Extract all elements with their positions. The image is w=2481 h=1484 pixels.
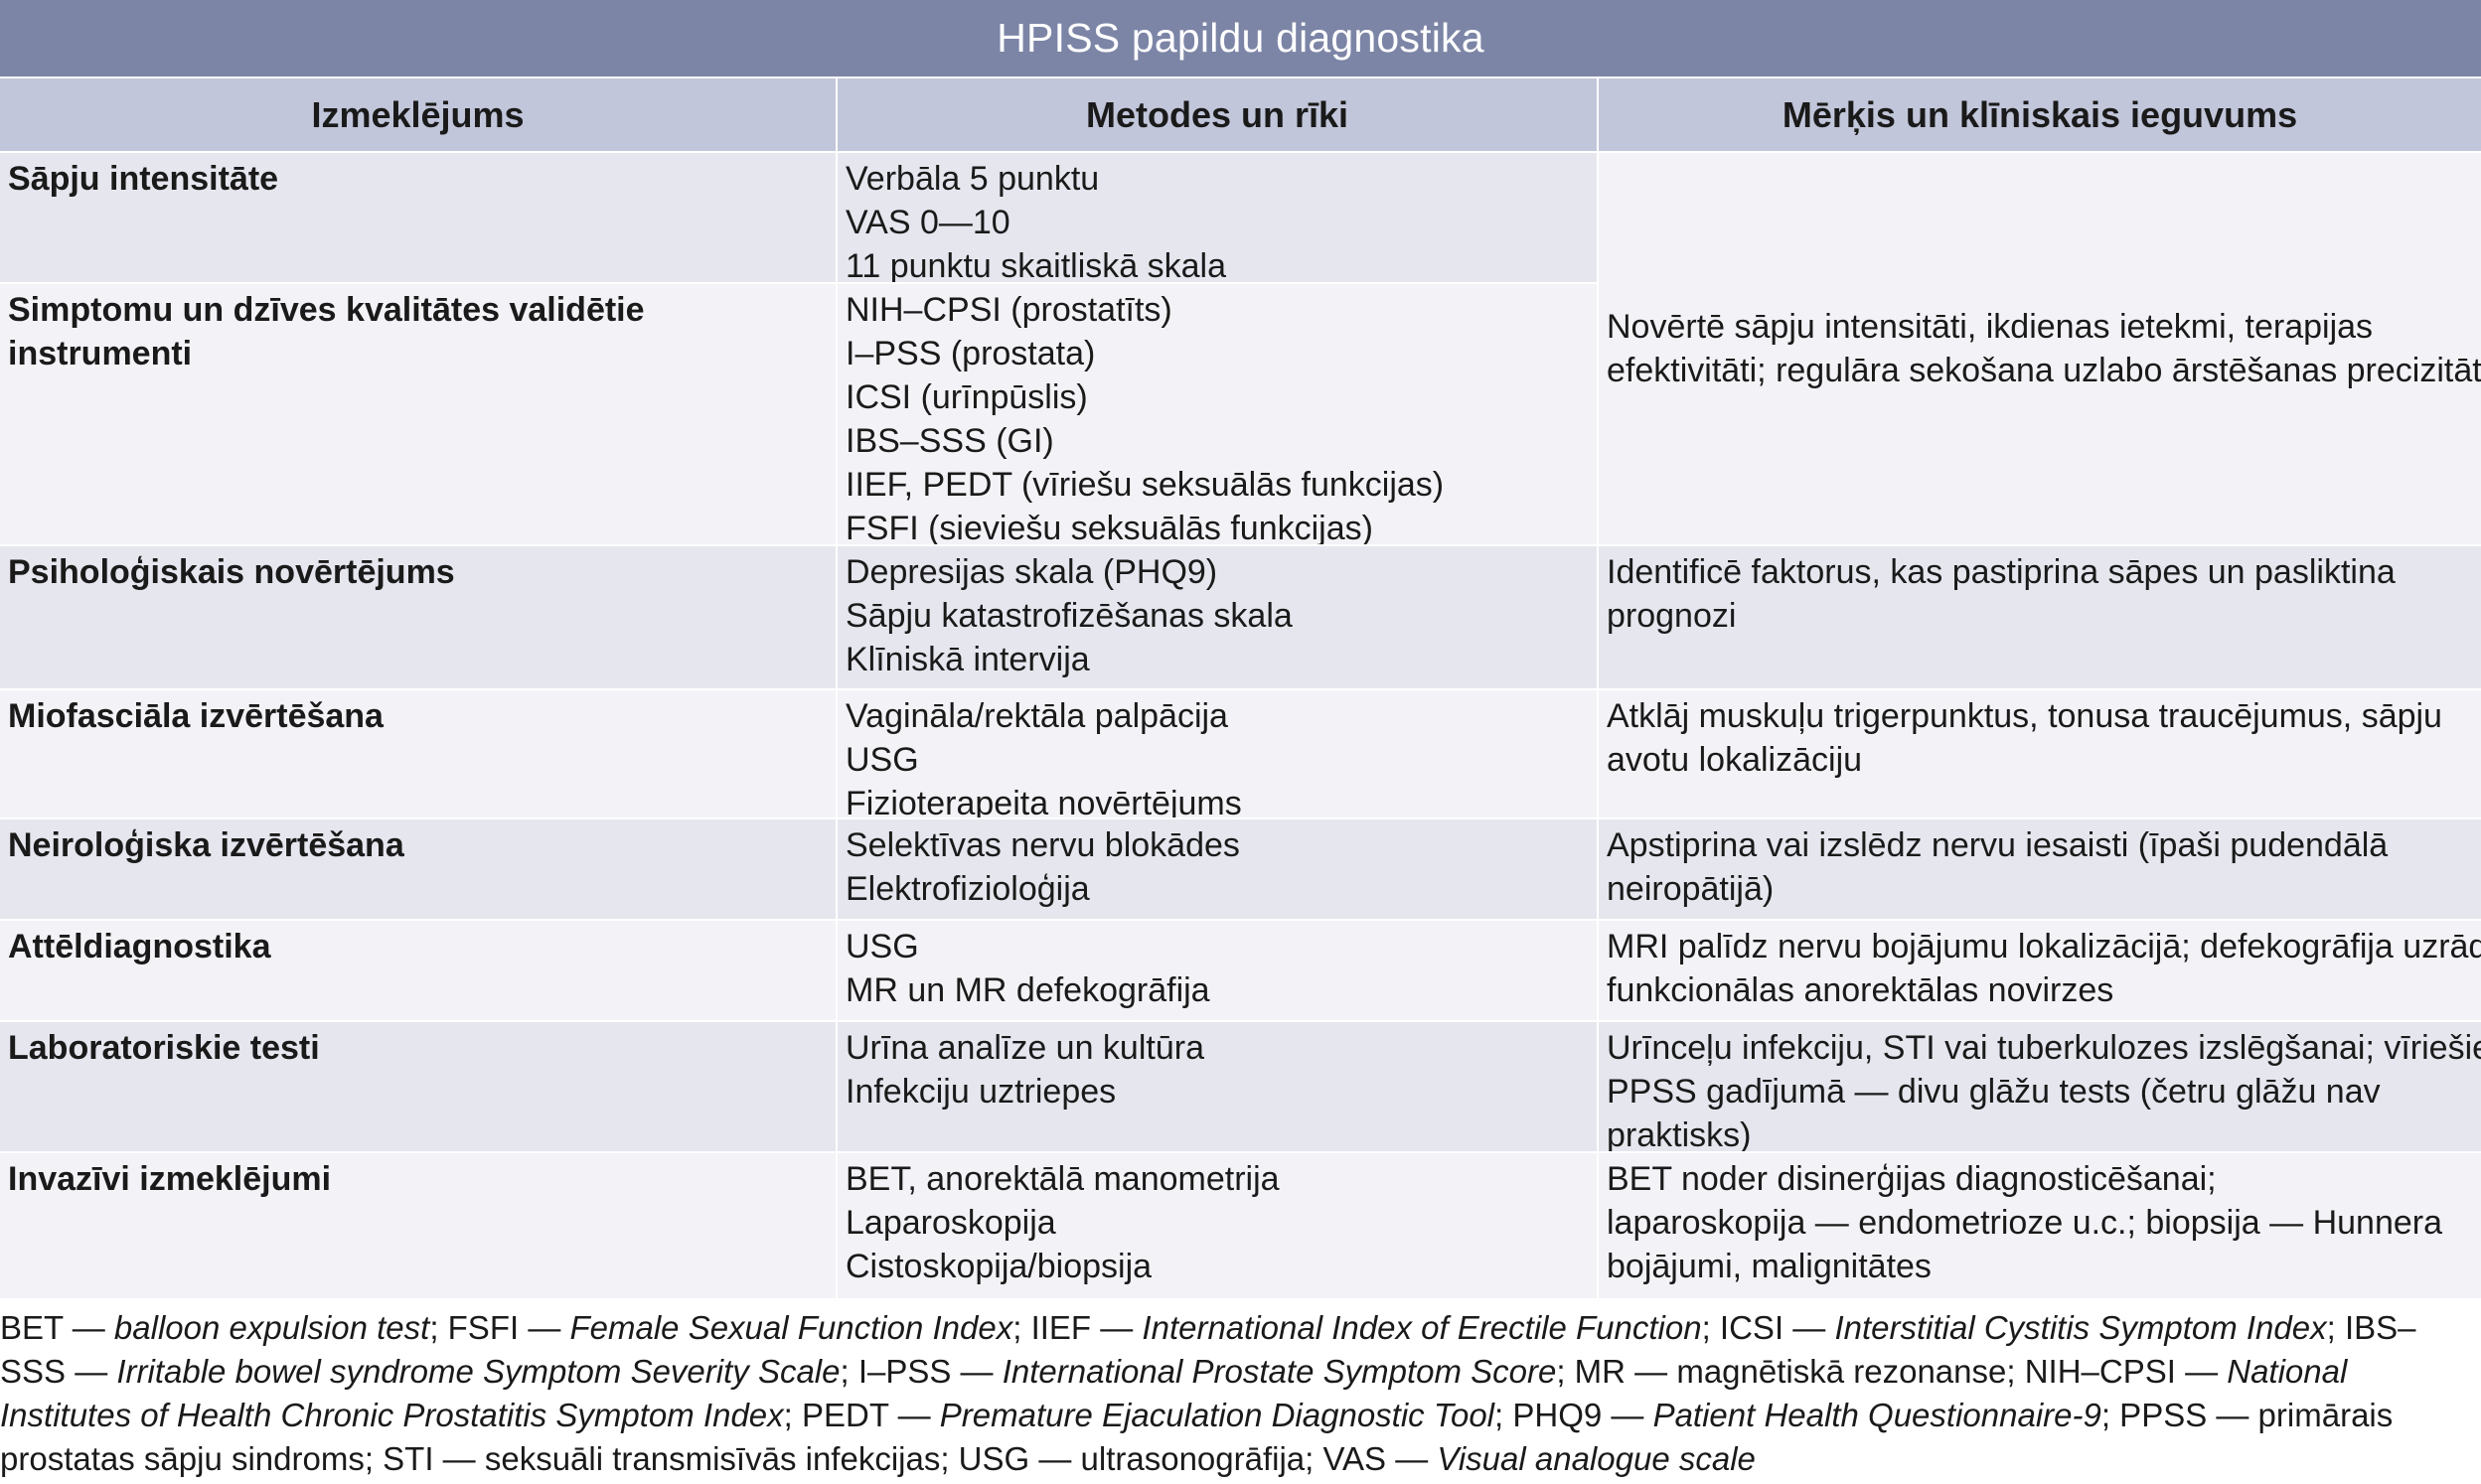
footnote-term: International Prostate Symptom Score	[1002, 1353, 1557, 1390]
goal-cell: MRI palīdz nervu bojājumu lokalizācijā; …	[1599, 919, 2481, 1020]
exam-cell: Simptomu un dzīves kvalitātes validētie …	[0, 282, 838, 544]
method-item: USG	[846, 928, 919, 965]
method-item: Cistoskopija/biopsija	[846, 1248, 1153, 1285]
footnote-text: ; MR — magnētiskā rezonanse; NIH–CPSI —	[1556, 1353, 2228, 1390]
exam-cell: Laboratoriskie testi	[0, 1020, 838, 1151]
method-item: IIEF, PEDT (vīriešu seksuālās funkcijas)	[846, 466, 1445, 504]
goal-line: Novērtē sāpju intensitāti, ikdienas iete…	[1607, 308, 2374, 346]
goal-line: laparoskopija — endometrioze u.c.; biops…	[1607, 1204, 2443, 1242]
goal-line: MRI palīdz nervu bojājumu lokalizācijā; …	[1607, 928, 2481, 965]
exam-cell: Psiholoģiskais novērtējums	[0, 544, 838, 688]
goal-cell: Identificē faktorus, kas pastiprina sāpe…	[1599, 544, 2481, 688]
goal-cell: Apstiprina vai izslēdz nervu iesaisti (ī…	[1599, 817, 2481, 919]
footnote-term: National Institutes of Health Chronic Pr…	[0, 1353, 2357, 1433]
method-item: Verbāla 5 punktu	[846, 160, 1100, 198]
goal-line: bojājumi, malignitātes	[1607, 1248, 1932, 1285]
method-item: NIH–CPSI (prostatīts)	[846, 291, 1172, 329]
exam-label: Attēldiagnostika	[8, 928, 271, 965]
table-header-row: Izmeklējums Metodes un rīki Mērķis un kl…	[0, 76, 2481, 151]
methods-cell: USG MR un MR defekogrāfija	[838, 919, 1599, 1020]
column-header-goal: Mērķis un klīniskais ieguvums	[1782, 93, 2298, 135]
goal-cell: Atklāj muskuļu trigerpunktus, tonusa tra…	[1599, 688, 2481, 817]
goal-line: Apstiprina vai izslēdz nervu iesaisti (ī…	[1607, 826, 2389, 864]
goal-line: praktisks)	[1607, 1116, 1752, 1151]
column-header-methods: Metodes un rīki	[838, 78, 1599, 151]
goal-line: neiropātijā)	[1607, 870, 1775, 908]
method-item: VAS 0—10	[846, 204, 1010, 241]
footnote: BET — balloon expulsion test; FSFI — Fem…	[0, 1298, 2474, 1481]
method-item: Vagināla/rektāla palpācija	[846, 697, 1228, 735]
method-item: FSFI (sieviešu seksuālās funkcijas)	[846, 510, 1373, 544]
method-item: Klīniskā intervija	[846, 641, 1090, 678]
methods-cell: Depresijas skala (PHQ9) Sāpju katastrofiz…	[838, 544, 1599, 688]
method-item: Elektrofizioloģija	[846, 870, 1090, 908]
footnote-term: Interstitial Cystitis Symptom Index	[1834, 1309, 2327, 1346]
footnote-text: ; FSFI —	[429, 1309, 570, 1346]
exam-label: Simptomu un dzīves kvalitātes validētie …	[8, 291, 645, 372]
footnote-term: Patient Health Questionnaire-9	[1652, 1397, 2101, 1433]
goal-line: Atklāj muskuļu trigerpunktus, tonusa tra…	[1607, 697, 2442, 735]
exam-cell: Neiroloģiska izvērtēšana	[0, 817, 838, 919]
footnote-term: International Index of Erectile Function	[1142, 1309, 1702, 1346]
goal-line: avotu lokalizāciju	[1607, 741, 1863, 779]
exam-cell: Sāpju intensitāte	[0, 151, 838, 282]
method-item: Infekciju uztriepes	[846, 1073, 1117, 1111]
methods-cell: BET, anorektālā manometrija Laparoskopija…	[838, 1151, 1599, 1298]
methods-cell: Selektīvas nervu blokādes Elektrofizioloģ…	[838, 817, 1599, 919]
method-item: Laparoskopija	[846, 1204, 1056, 1242]
goal-line: PPSS gadījumā — divu glāžu tests (četru …	[1607, 1073, 2381, 1111]
footnote-term: Premature Ejaculation Diagnostic Tool	[939, 1397, 1495, 1433]
method-item: USG	[846, 741, 919, 779]
methods-cell: Urīna analīze un kultūra Infekciju uztrie…	[838, 1020, 1599, 1151]
table-title: HPISS papildu diagnostika	[0, 0, 2481, 76]
goal-line: Urīnceļu infekciju, STI vai tuberkulozes…	[1607, 1029, 2481, 1067]
exam-label: Psiholoģiskais novērtējums	[8, 553, 455, 591]
goal-line: funkcionālas anorektālas novirzes	[1607, 971, 2114, 1009]
exam-label: Invazīvi izmeklējumi	[8, 1160, 332, 1198]
exam-label: Laboratoriskie testi	[8, 1029, 320, 1067]
footnote-term: Irritable bowel syndrome Symptom Severit…	[116, 1353, 841, 1390]
goal-line: efektivitāti; regulāra sekošana uzlabo ā…	[1607, 352, 2481, 389]
footnote-text: ; PHQ9 —	[1494, 1397, 1653, 1433]
footnote-text: ; ICSI —	[1701, 1309, 1835, 1346]
method-item: Sāpju katastrofizēšanas skala	[846, 597, 1293, 635]
method-item: Fizioterapeita novērtējums	[846, 785, 1242, 817]
method-item: 11 punktu skaitliskā skala	[846, 247, 1227, 282]
method-item: MR un MR defekogrāfija	[846, 971, 1210, 1009]
footnote-term: Female Sexual Function Index	[569, 1309, 1013, 1346]
footnote-text: ; IBS–SSS —	[0, 1309, 2416, 1390]
method-item: Depresijas skala (PHQ9)	[846, 553, 1218, 591]
footnote-term: Visual analogue scale	[1437, 1440, 1756, 1477]
method-item: ICSI (urīnpūslis)	[846, 378, 1088, 416]
exam-cell: Attēldiagnostika	[0, 919, 838, 1020]
goal-line: prognozi	[1607, 597, 1737, 635]
exam-cell: Miofasciāla izvērtēšana	[0, 688, 838, 817]
footnote-text: ; IIEF —	[1012, 1309, 1143, 1346]
exam-label: Neiroloģiska izvērtēšana	[8, 826, 404, 864]
method-item: BET, anorektālā manometrija	[846, 1160, 1280, 1198]
goal-line: Identificē faktorus, kas pastiprina sāpe…	[1607, 553, 2396, 591]
method-item: I–PSS (prostata)	[846, 335, 1096, 372]
footnote-text: ; I–PSS —	[840, 1353, 1003, 1390]
methods-cell: Vagināla/rektāla palpācija USG Fizioterape…	[838, 688, 1599, 817]
footnote-text: ; PEDT —	[783, 1397, 940, 1433]
column-header-exam: Izmeklējums	[0, 78, 838, 151]
goal-cell: BET noder disinerģijas diagnosticēšanai;…	[1599, 1151, 2481, 1298]
goal-line: BET noder disinerģijas diagnosticēšanai;	[1607, 1160, 2217, 1198]
method-item: Urīna analīze un kultūra	[846, 1029, 1204, 1067]
methods-cell: Verbāla 5 punktu VAS 0—10 11 punktu skaitl…	[838, 151, 1599, 282]
footnote-term: balloon expulsion test	[113, 1309, 430, 1346]
footnote-text: BET —	[0, 1309, 114, 1346]
footnote-text: ; PPSS — primārais prostatas sāpju sindr…	[0, 1397, 2403, 1477]
method-item: IBS–SSS (GI)	[846, 422, 1054, 460]
goal-cell: Novērtē sāpju intensitāti, ikdienas iete…	[1599, 151, 2481, 544]
table-body: Sāpju intensitāte Verbāla 5 punktu VAS 0—1…	[0, 151, 2481, 1298]
exam-label: Sāpju intensitāte	[8, 160, 279, 198]
exam-cell: Invazīvi izmeklējumi	[0, 1151, 838, 1298]
method-item: Selektīvas nervu blokādes	[846, 826, 1240, 864]
goal-cell: Urīnceļu infekciju, STI vai tuberkulozes…	[1599, 1020, 2481, 1151]
methods-cell: NIH–CPSI (prostatīts) I–PSS (prostata) ICS…	[838, 282, 1599, 544]
exam-label: Miofasciāla izvērtēšana	[8, 697, 384, 735]
